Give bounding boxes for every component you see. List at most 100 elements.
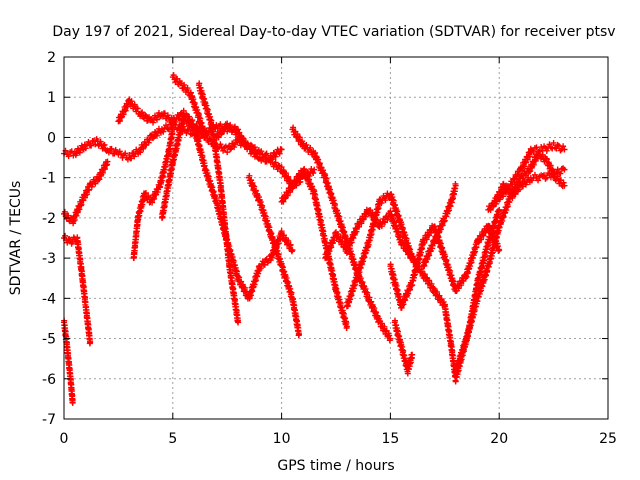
data-point [78,142,85,149]
data-point [350,235,357,242]
data-point [153,132,160,139]
plot-frame [63,56,609,420]
data-point [554,173,561,180]
data-point [413,266,420,273]
data-point [547,174,554,181]
data-point [546,141,553,148]
data-point [538,144,545,151]
data-point [343,323,350,330]
data-point [391,276,398,283]
data-point [523,172,530,179]
data-point [153,116,160,123]
y-axis-label: SDTVAR / TECUs [8,181,24,296]
data-point [388,265,395,272]
data-point [220,147,227,154]
data-point [369,226,376,233]
data-point [73,212,80,219]
data-point [561,146,568,153]
x-tick-label: 15 [381,431,399,447]
data-point [496,224,503,231]
data-point [88,142,95,149]
data-point [87,339,94,346]
data-point [368,298,375,305]
x-tick-label: 0 [60,431,69,447]
data-point [201,95,208,102]
data-point [88,183,95,190]
data-point [69,399,76,406]
data-point [231,144,238,151]
y-tick-label: -3 [42,251,56,267]
data-point [561,166,568,173]
y-tick-label: -7 [42,412,56,428]
data-point [258,148,265,155]
data-point [82,145,89,152]
data-point [174,111,181,118]
data-point [281,268,288,275]
data-point [516,178,523,185]
data-point [251,153,258,160]
data-point [231,124,238,131]
data-point [169,126,176,133]
data-point [384,190,391,197]
data-point [172,118,179,125]
data-point [378,200,385,207]
data-point [183,130,190,137]
data-point [337,218,344,225]
data-point [207,177,214,184]
data-point [143,113,150,120]
data-point [357,264,364,271]
data-point [263,150,270,157]
data-point [473,244,480,251]
data-point [97,138,104,145]
data-point [487,206,494,213]
data-point [142,189,149,196]
data-point [264,217,271,224]
data-point [268,156,275,163]
data-point [479,283,486,290]
data-point [397,233,404,240]
data-point [85,138,92,145]
data-point [396,333,403,340]
data-point [272,153,279,160]
y-tick-label: 2 [47,50,56,66]
grid-lines [64,57,608,419]
data-point [66,236,73,243]
data-point [128,98,135,105]
data-point [184,85,191,92]
data-point [350,256,357,263]
x-tick-label: 10 [273,431,291,447]
data-point [137,149,144,156]
data-point [184,116,191,123]
data-point [181,114,188,121]
data-point [296,331,303,338]
y-tick-label: -4 [42,291,56,307]
x-axis-label: GPS time / hours [277,458,394,474]
data-point [476,274,483,281]
data-point [217,131,224,138]
chart-title: Day 197 of 2021, Sidereal Day-to-day VTE… [52,24,615,40]
y-tick-label: -2 [42,211,56,227]
data-point [393,322,400,329]
data-point [118,151,125,158]
data-point [452,182,459,189]
data-point [86,187,93,194]
data-point [402,297,409,304]
data-point [253,149,260,156]
data-point [527,168,534,175]
data-point [496,247,503,254]
data-point [137,113,144,120]
data-point [139,109,146,116]
data-point [272,159,279,166]
data-point [301,165,308,172]
data-point [228,145,235,152]
data-point [409,255,416,262]
data-point [489,203,496,210]
data-point [506,185,513,192]
data-point [187,119,194,126]
data-point [61,208,68,215]
data-point [289,247,296,254]
data-point [465,329,472,336]
data-point [252,187,259,194]
data-point [392,202,399,209]
data-point [157,184,164,191]
